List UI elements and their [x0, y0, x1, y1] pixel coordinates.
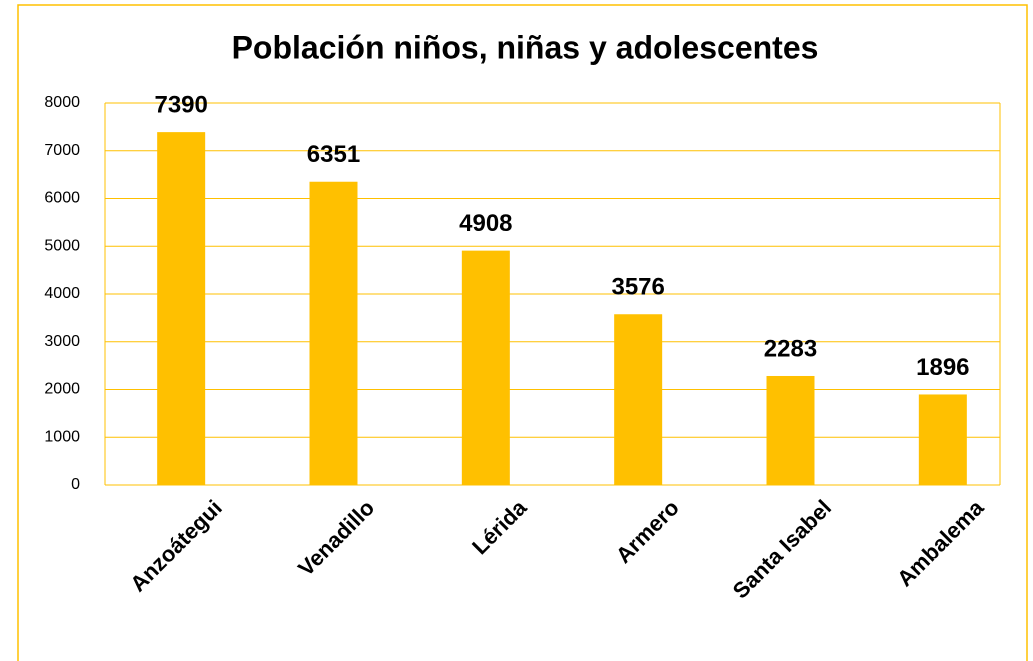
data-label: 6351: [307, 141, 360, 168]
x-tick-label: Santa Isabel: [728, 495, 836, 603]
chart-title: Población niños, niñas y adolescentes: [232, 29, 819, 65]
x-tick-label: Armero: [611, 495, 684, 568]
y-tick-label: 7000: [44, 142, 80, 159]
bar: [309, 181, 358, 485]
y-tick-label: 3000: [44, 333, 80, 350]
y-tick-label: 8000: [44, 94, 80, 111]
x-tick-label: Venadillo: [293, 495, 379, 581]
data-label: 1896: [916, 354, 969, 381]
x-tick-label: Ambalema: [892, 494, 989, 591]
x-tick-label: Anzoátegui: [125, 495, 227, 597]
y-tick-label: 2000: [44, 381, 80, 398]
bar: [918, 394, 967, 485]
bar: [766, 375, 815, 485]
data-label: 3576: [611, 274, 664, 301]
data-label: 4908: [459, 210, 512, 237]
bar: [461, 250, 510, 485]
y-tick-label: 4000: [44, 285, 80, 302]
y-tick-label: 0: [71, 476, 80, 493]
data-label: 7390: [154, 91, 207, 118]
chart-border: [17, 4, 1028, 661]
bar: [157, 132, 206, 485]
y-tick-label: 5000: [44, 237, 80, 254]
y-tick-label: 1000: [44, 428, 80, 445]
y-tick-label: 6000: [44, 190, 80, 207]
bar: [614, 314, 663, 485]
data-label: 2283: [764, 335, 817, 362]
x-tick-label: Lérida: [467, 494, 532, 559]
